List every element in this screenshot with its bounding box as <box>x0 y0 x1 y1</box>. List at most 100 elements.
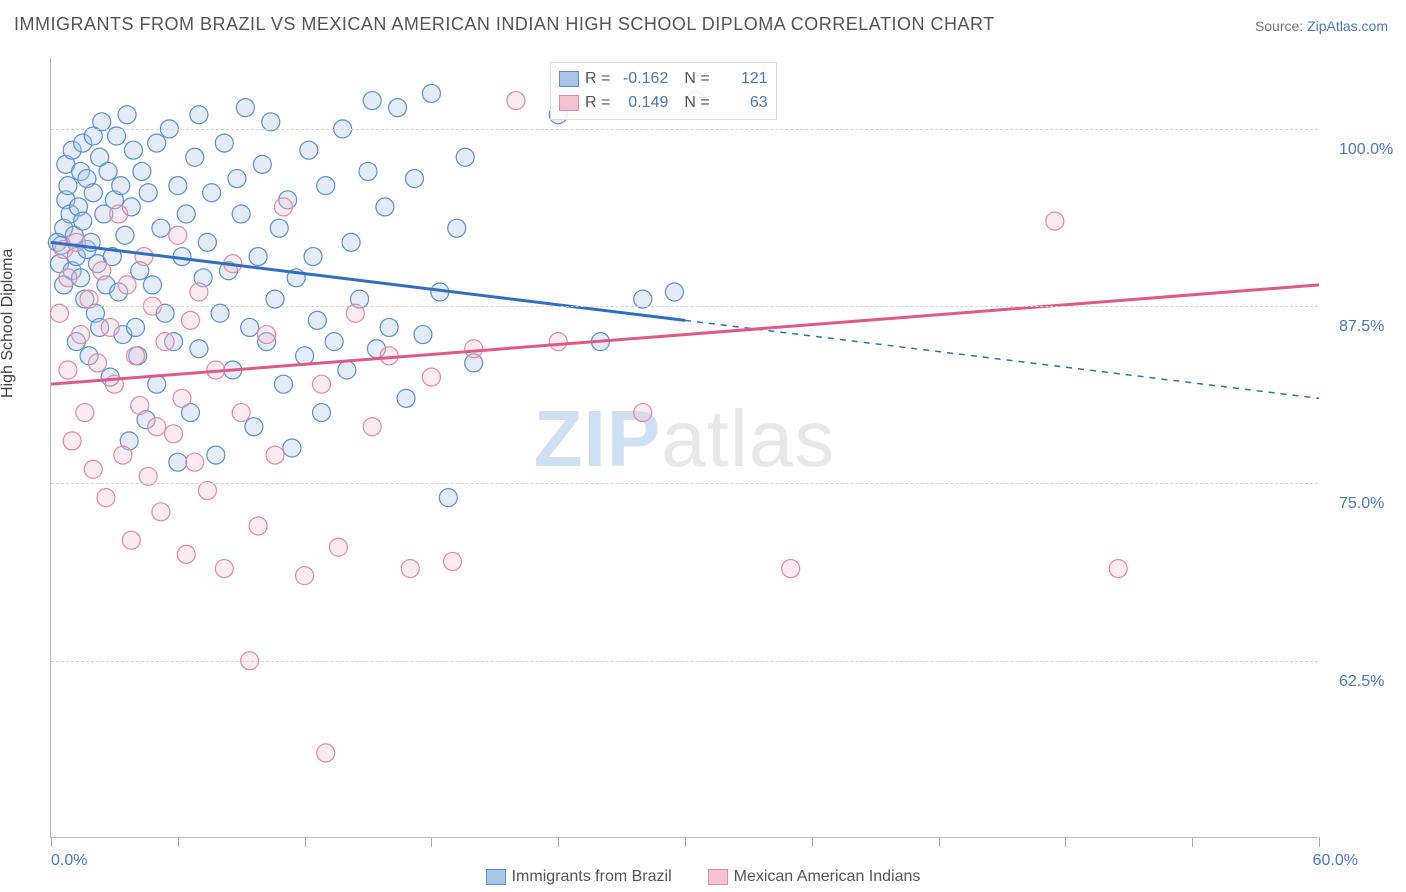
scatter-point-brazil <box>338 361 356 379</box>
scatter-point-mexican <box>165 425 183 443</box>
legend-swatch <box>486 869 506 885</box>
scatter-point-brazil <box>198 233 216 251</box>
scatter-point-brazil <box>74 212 92 230</box>
scatter-point-mexican <box>313 375 331 393</box>
scatter-point-brazil <box>414 326 432 344</box>
scatter-point-brazil <box>274 375 292 393</box>
scatter-point-mexican <box>317 744 335 762</box>
scatter-point-brazil <box>363 92 381 110</box>
n-value: 63 <box>716 91 768 115</box>
scatter-point-mexican <box>363 418 381 436</box>
scatter-point-brazil <box>143 276 161 294</box>
scatter-point-brazil <box>270 219 288 237</box>
scatter-point-mexican <box>444 552 462 570</box>
scatter-point-brazil <box>190 106 208 124</box>
legend-swatch <box>559 95 579 111</box>
scatter-point-brazil <box>112 177 130 195</box>
scatter-point-mexican <box>186 453 204 471</box>
scatter-point-brazil <box>376 198 394 216</box>
scatter-point-mexican <box>84 460 102 478</box>
scatter-point-mexican <box>72 326 90 344</box>
bottom-legend-item: Immigrants from Brazil <box>486 868 672 886</box>
scatter-point-brazil <box>124 141 142 159</box>
legend-swatch <box>559 71 579 87</box>
r-label: R = <box>585 67 610 91</box>
scatter-point-mexican <box>1109 560 1127 578</box>
scatter-point-mexican <box>422 368 440 386</box>
source-attribution: Source: ZipAtlas.com <box>1255 18 1388 34</box>
scatter-point-mexican <box>266 446 284 464</box>
x-tick <box>1192 837 1193 847</box>
chart-title: IMMIGRANTS FROM BRAZIL VS MEXICAN AMERIC… <box>14 14 995 35</box>
x-tick <box>939 837 940 847</box>
chart-container: IMMIGRANTS FROM BRAZIL VS MEXICAN AMERIC… <box>0 0 1406 892</box>
x-tick <box>812 837 813 847</box>
scatter-point-brazil <box>304 248 322 266</box>
y-axis-label: High School Diploma <box>0 249 17 398</box>
r-value: -0.162 <box>616 67 668 91</box>
x-tick <box>51 837 52 847</box>
scatter-point-mexican <box>152 503 170 521</box>
scatter-point-brazil <box>283 439 301 457</box>
bottom-legend-item: Mexican American Indians <box>708 868 921 886</box>
scatter-point-brazil <box>325 333 343 351</box>
r-label: R = <box>585 91 610 115</box>
scatter-point-mexican <box>181 311 199 329</box>
scatter-point-mexican <box>63 432 81 450</box>
x-tick <box>685 837 686 847</box>
scatter-point-brazil <box>203 184 221 202</box>
plot-svg <box>51 58 1319 838</box>
scatter-point-brazil <box>118 106 136 124</box>
scatter-point-brazil <box>456 148 474 166</box>
scatter-point-brazil <box>228 170 246 188</box>
scatter-point-brazil <box>207 446 225 464</box>
scatter-point-mexican <box>118 276 136 294</box>
source-link[interactable]: ZipAtlas.com <box>1307 18 1388 34</box>
legend-swatch <box>708 869 728 885</box>
scatter-point-mexican <box>296 567 314 585</box>
scatter-point-brazil <box>359 162 377 180</box>
y-tick-label: 62.5% <box>1339 673 1384 691</box>
scatter-point-brazil <box>241 318 259 336</box>
scatter-point-mexican <box>507 92 525 110</box>
x-tick <box>178 837 179 847</box>
gridline-horizontal <box>51 483 1318 484</box>
x-tick <box>1319 837 1320 847</box>
scatter-point-brazil <box>169 453 187 471</box>
scatter-point-mexican <box>232 404 250 422</box>
scatter-point-brazil <box>152 219 170 237</box>
stats-legend-row: R =0.149 N = 63 <box>559 91 768 115</box>
scatter-point-brazil <box>300 141 318 159</box>
x-tick <box>1065 837 1066 847</box>
scatter-point-mexican <box>215 560 233 578</box>
scatter-point-mexican <box>148 418 166 436</box>
scatter-point-mexican <box>59 269 77 287</box>
scatter-point-mexican <box>1046 212 1064 230</box>
scatter-point-mexican <box>135 248 153 266</box>
scatter-point-mexican <box>67 233 85 251</box>
scatter-point-mexican <box>249 517 267 535</box>
scatter-point-brazil <box>133 162 151 180</box>
stats-legend: R =-0.162N =121R =0.149N =63 <box>550 62 777 120</box>
y-tick-label: 75.0% <box>1339 495 1384 513</box>
scatter-point-brazil <box>253 155 271 173</box>
scatter-point-brazil <box>397 389 415 407</box>
scatter-point-brazil <box>448 219 466 237</box>
scatter-point-mexican <box>156 333 174 351</box>
scatter-point-brazil <box>232 205 250 223</box>
stats-legend-row: R =-0.162N =121 <box>559 67 768 91</box>
scatter-point-brazil <box>116 226 134 244</box>
scatter-point-brazil <box>405 170 423 188</box>
scatter-point-brazil <box>245 418 263 436</box>
scatter-point-brazil <box>190 340 208 358</box>
scatter-point-mexican <box>127 347 145 365</box>
legend-label: Mexican American Indians <box>734 868 921 886</box>
n-label: N = <box>684 91 709 115</box>
n-label: N = <box>684 67 709 91</box>
scatter-point-brazil <box>169 177 187 195</box>
scatter-point-mexican <box>258 326 276 344</box>
scatter-point-brazil <box>389 99 407 117</box>
r-value: 0.149 <box>616 91 668 115</box>
scatter-point-mexican <box>76 404 94 422</box>
bottom-legend: Immigrants from Brazil Mexican American I… <box>0 868 1406 890</box>
